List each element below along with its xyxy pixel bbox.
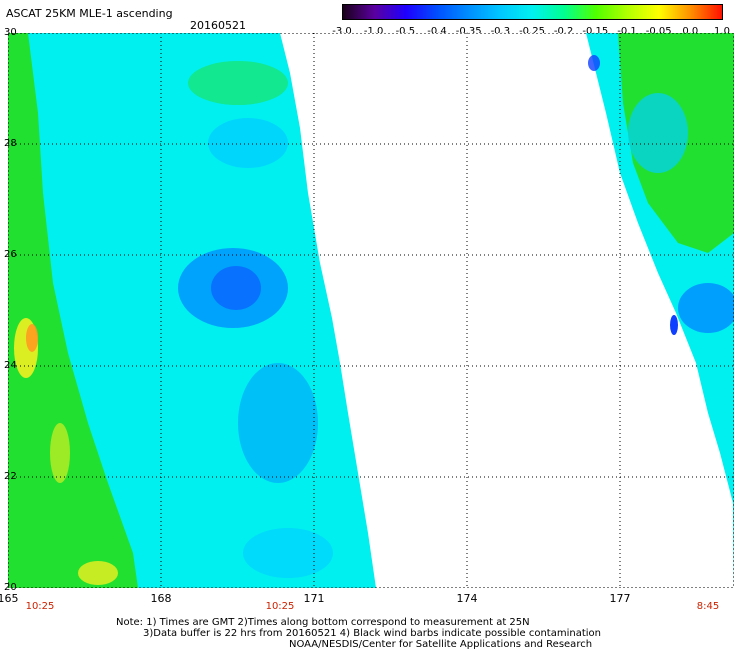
west-swath-blue-south <box>238 363 318 483</box>
longitude-label: 165 <box>0 592 19 605</box>
color-scale-tick-label: -0.5 <box>395 26 416 37</box>
west-swath-blue-bottom <box>243 528 333 578</box>
west-swath-blue-north <box>208 118 288 168</box>
west-swath-yellow-patch-3 <box>78 561 118 585</box>
east-swath-blue-north <box>628 93 688 173</box>
color-scale-tick-label: -0.05 <box>645 26 672 37</box>
east-swath-deep-blue-top <box>588 55 600 71</box>
longitude-label: 168 <box>150 592 172 605</box>
color-scale-tick-label: 1.0 <box>714 26 730 37</box>
color-scale-tick-label: -0.35 <box>455 26 482 37</box>
wind-map <box>8 33 734 588</box>
longitude-label: 177 <box>609 592 631 605</box>
lat-lon-grid <box>8 33 734 588</box>
color-scale-tick-label: -0.15 <box>582 26 609 37</box>
color-scale-tick-label: -3.0 <box>332 26 352 37</box>
product-title: ASCAT 25KM MLE-1 ascending <box>6 7 173 20</box>
longitude-label: 174 <box>456 592 478 605</box>
swath-time-label: 8:45 <box>696 601 720 612</box>
color-scale-tick-label: -1.0 <box>363 26 384 37</box>
note-line-2: 3)Data buffer is 22 hrs from 20160521 4)… <box>143 628 601 639</box>
latitude-label: 30 <box>4 27 17 38</box>
swath-time-label: 10:25 <box>265 601 295 612</box>
west-swath-green-band <box>8 33 138 588</box>
color-scale-bar <box>342 4 723 20</box>
west-swath-orange-patch <box>26 324 38 352</box>
color-scale-tick-label: -0.4 <box>427 26 447 37</box>
latitude-label: 28 <box>4 138 17 149</box>
color-scale-tick-label: -0.2 <box>553 26 574 37</box>
latitude-label: 24 <box>4 360 17 371</box>
west-swath-deep-blue-core <box>211 266 261 310</box>
note-line-3: NOAA/NESDIS/Center for Satellite Applica… <box>289 639 593 650</box>
color-scale-tick-label: -0.1 <box>617 26 637 37</box>
latitude-label: 22 <box>4 471 17 482</box>
color-scale-tick-label: -0.3 <box>490 26 511 37</box>
west-swath-green-top <box>188 61 288 105</box>
east-swath-blue-core <box>678 283 734 333</box>
latitude-label: 20 <box>4 582 17 593</box>
east-swath-deep-blue-patch <box>670 315 678 335</box>
latitude-label: 26 <box>4 249 17 260</box>
color-scale-tick-label: 0.0 <box>682 26 699 37</box>
swath-layer <box>8 33 734 588</box>
product-date: 20160521 <box>190 19 246 32</box>
west-swath-yellow-patch-2 <box>50 423 70 483</box>
note-line-1: Note: 1) Times are GMT 2)Times along bot… <box>116 617 530 628</box>
map-frame <box>8 33 734 588</box>
longitude-label: 171 <box>303 592 325 605</box>
color-scale-tick-label: -0.25 <box>519 26 545 37</box>
swath-time-label: 10:25 <box>25 601 55 612</box>
